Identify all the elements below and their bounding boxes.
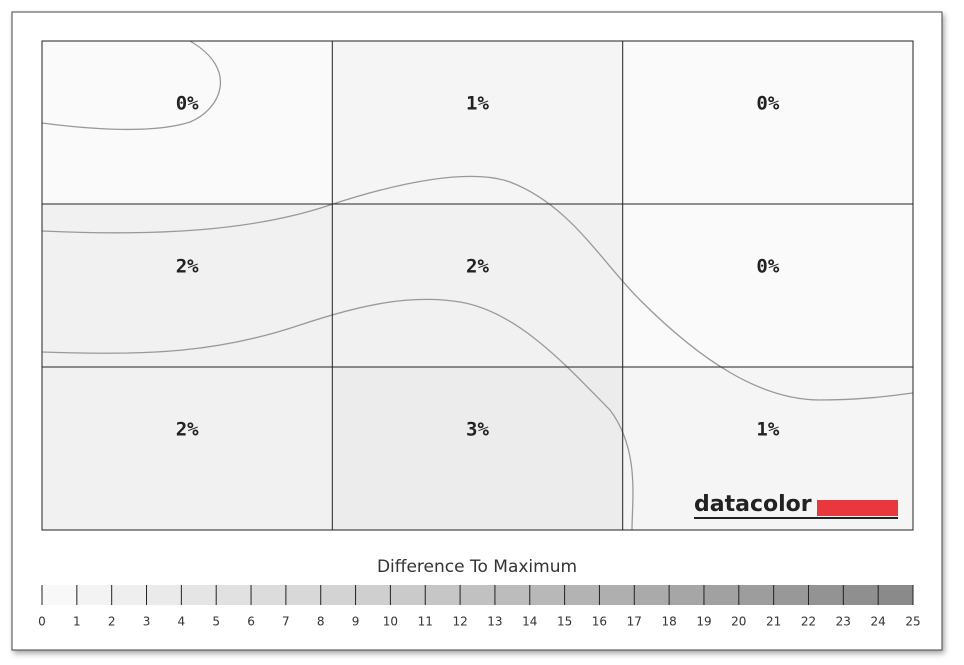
colorbar-tick-label: 19 (696, 615, 711, 629)
colorbar-tick-label: 0 (38, 615, 46, 629)
colorbar-segment (285, 585, 321, 605)
cell-grid (41, 40, 914, 531)
colorbar-segment (111, 585, 147, 605)
colorbar-segment (669, 585, 704, 605)
cell (332, 367, 623, 530)
colorbar-segment (564, 585, 600, 605)
cell-label: 1% (756, 419, 779, 441)
colorbar-segment (773, 585, 809, 605)
cell (622, 41, 913, 204)
heatmap: 0% 1% 0% 2% 2% 0% 2% 3% 1% (42, 41, 913, 530)
colorbar-segment (878, 585, 913, 605)
colorbar-tick-label: 17 (627, 615, 642, 629)
colorbar: 0 1 2 3 4 5 6 7 8 9 10 11 12 13 14 15 16 17 18 19 20 21 22 23 24… (38, 585, 921, 629)
colorbar-tick-label: 1 (73, 615, 81, 629)
cell-label: 0% (756, 256, 779, 278)
contours (41, 40, 914, 531)
colorbar-segment (216, 585, 252, 605)
colorbar-tick-label: 18 (661, 615, 676, 629)
colorbar-segment (42, 585, 77, 605)
colorbar-tick-label: 15 (557, 615, 572, 629)
colorbar-tick-label: 8 (317, 615, 325, 629)
colorbar-segment (320, 585, 356, 605)
colorbar-tick-label: 13 (487, 615, 502, 629)
logo: datacolor (694, 492, 812, 517)
colorbar-tick-label: 16 (592, 615, 607, 629)
colorbar-tick-label: 20 (731, 615, 746, 629)
colorbar-tick-label: 21 (766, 615, 781, 629)
colorbar-segment (529, 585, 565, 605)
colorbar-segment (76, 585, 112, 605)
cell (42, 367, 333, 530)
colorbar-tick-label: 12 (452, 615, 467, 629)
colorbar-tick-label: 25 (905, 615, 920, 629)
colorbar-segment (355, 585, 391, 605)
cell-label: 0% (176, 93, 199, 115)
cell (332, 204, 623, 367)
colorbar-segment (460, 585, 495, 605)
colorbar-segment (843, 585, 879, 605)
cell (332, 41, 623, 204)
colorbar-tick-label: 11 (418, 615, 433, 629)
colorbar-tick-label: 24 (871, 615, 886, 629)
colorbar-tick-label: 10 (383, 615, 398, 629)
colorbar-tick-label: 9 (352, 615, 360, 629)
colorbar-tick-label: 6 (247, 615, 255, 629)
cell (42, 204, 333, 367)
colorbar-segment (703, 585, 739, 605)
colorbar-segment (390, 585, 426, 605)
cell-label: 1% (466, 93, 489, 115)
colorbar-tick-label: 14 (522, 615, 537, 629)
colorbar-segment (599, 585, 635, 605)
colorbar-segment (181, 585, 217, 605)
colorbar-tick-label: 3 (143, 615, 151, 629)
cell-label: 2% (176, 256, 199, 278)
colorbar-tick-label: 22 (801, 615, 816, 629)
cell-label: 2% (176, 419, 199, 441)
cell-label: 0% (756, 93, 779, 115)
colorbar-segment (634, 585, 670, 605)
colorbar-title: Difference To Maximum (377, 557, 577, 577)
colorbar-tick-label: 5 (212, 615, 220, 629)
logo-bar (817, 500, 898, 516)
colorbar-tick-label: 23 (836, 615, 851, 629)
colorbar-segment (425, 585, 461, 605)
colorbar-segment (146, 585, 182, 605)
colorbar-segment (808, 585, 844, 605)
cell (622, 204, 913, 367)
colorbar-segment (494, 585, 530, 605)
cell-label: 3% (466, 419, 489, 441)
colorbar-segment (251, 585, 286, 605)
colorbar-tick-label: 2 (108, 615, 116, 629)
cell-label: 2% (466, 256, 489, 278)
colorbar-tick-label: 4 (178, 615, 186, 629)
colorbar-segment (738, 585, 774, 605)
colorbar-tick-label: 7 (282, 615, 290, 629)
